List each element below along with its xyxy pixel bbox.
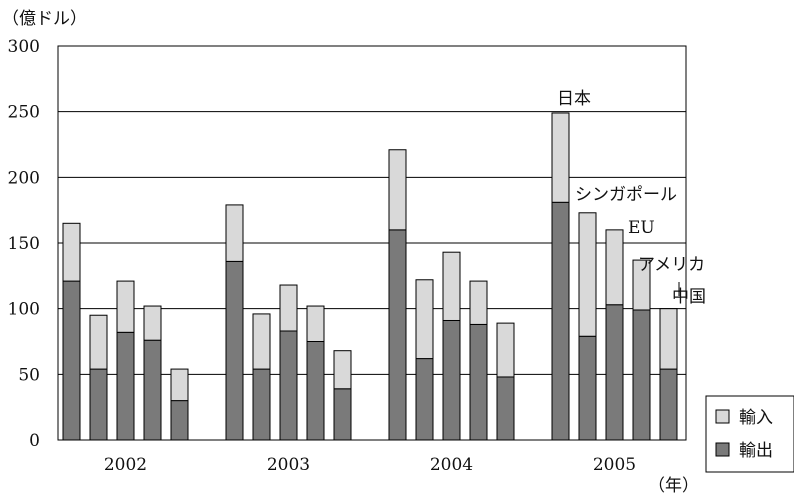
partner-label: シンガポール <box>575 185 677 205</box>
legend-swatch-export <box>715 442 730 457</box>
bar-import <box>659 308 678 370</box>
bar-export <box>551 201 570 441</box>
legend-swatch-import <box>715 409 730 424</box>
bar-import <box>116 280 135 333</box>
bar-import <box>225 204 244 262</box>
y-tick-label: 150 <box>8 234 40 254</box>
bar-import <box>632 259 651 311</box>
bar-export <box>225 260 244 441</box>
partner-label: アメリカ <box>638 255 705 275</box>
partner-label: 中国 <box>672 287 706 307</box>
legend-box <box>705 395 794 473</box>
bar-export <box>659 368 678 441</box>
bar-export <box>143 339 162 441</box>
legend-label-export: 輸出 <box>739 441 773 461</box>
bar-import <box>442 251 461 321</box>
y-tick-label: 250 <box>8 103 40 123</box>
bar-import <box>496 322 515 378</box>
bar-export <box>252 368 271 441</box>
y-tick-label: 100 <box>8 300 40 320</box>
bar-export <box>442 319 461 441</box>
bar-export <box>170 400 189 441</box>
y-axis-unit-label: （億ドル） <box>2 9 87 29</box>
bar-export <box>89 368 108 441</box>
bar-import <box>333 350 352 390</box>
legend-label-import: 輸入 <box>739 408 773 428</box>
plot-frame <box>57 45 687 441</box>
bar-export <box>632 309 651 441</box>
bar-export <box>578 335 597 441</box>
bar-export <box>62 280 81 441</box>
bar-import <box>62 222 81 282</box>
bar-import <box>306 305 325 343</box>
bar-import <box>415 279 434 360</box>
x-tick-label: 2003 <box>267 455 310 475</box>
bar-export <box>496 376 515 441</box>
bar-export <box>306 341 325 441</box>
y-tick-label: 0 <box>29 431 40 451</box>
bar-export <box>333 388 352 441</box>
y-tick-label: 200 <box>8 168 40 188</box>
bar-export <box>605 304 624 441</box>
bar-import <box>605 229 624 306</box>
bar-import <box>578 212 597 337</box>
bar-import <box>279 284 298 332</box>
bar-import <box>551 112 570 203</box>
bar-import <box>469 280 488 325</box>
bar-export <box>388 229 407 441</box>
axes: 0 50 100 150 200 250 300 2002 2003 2004 2005 <box>8 37 687 475</box>
bar-export <box>279 330 298 441</box>
y-tick-label: 50 <box>18 365 40 385</box>
partner-label: EU <box>628 218 655 238</box>
bars <box>62 112 678 441</box>
bar-import <box>143 305 162 341</box>
bar-export <box>116 331 135 441</box>
bar-export <box>469 323 488 441</box>
bar-import <box>170 368 189 402</box>
bar-import <box>89 314 108 370</box>
x-tick-label: 2005 <box>593 455 636 475</box>
bar-import <box>388 149 407 231</box>
bar-export <box>415 358 434 441</box>
x-tick-label: 2004 <box>430 455 473 475</box>
x-tick-label: 2002 <box>104 455 147 475</box>
x-axis-unit-label: （年） <box>648 476 699 496</box>
bar-import <box>252 313 271 370</box>
y-tick-label: 300 <box>8 37 40 57</box>
partner-label: 日本 <box>557 89 591 109</box>
